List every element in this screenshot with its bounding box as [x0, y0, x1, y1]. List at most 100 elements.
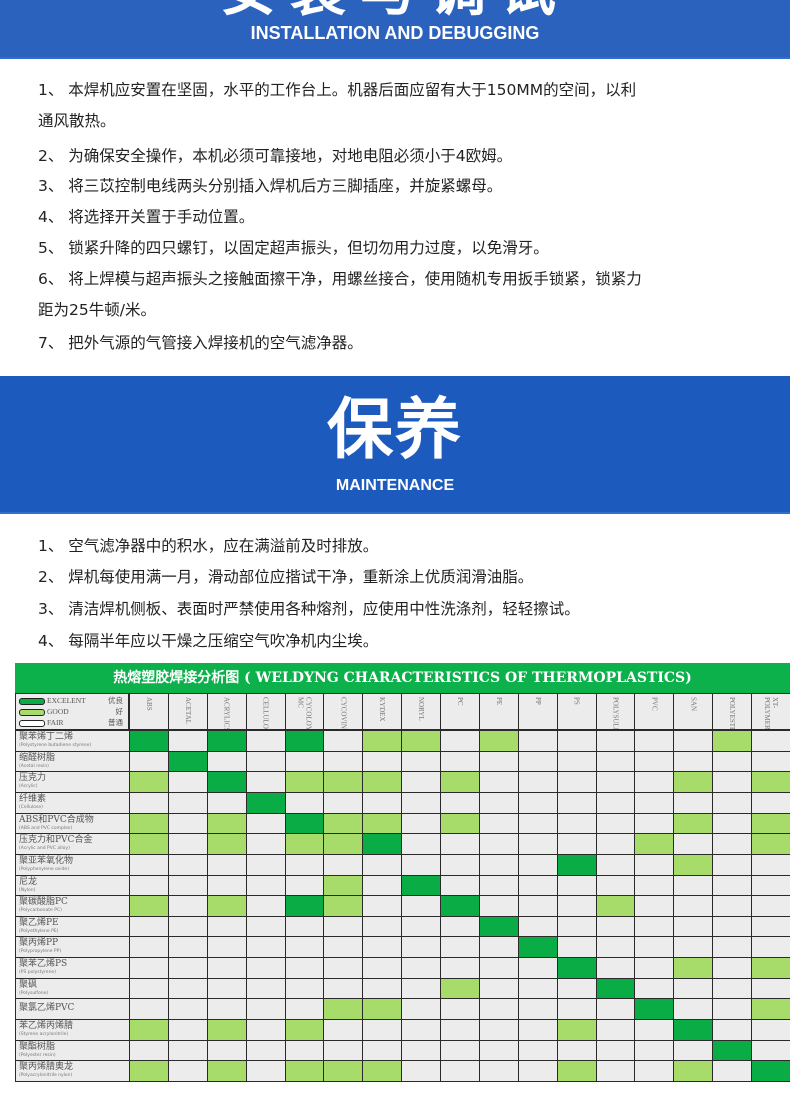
- maintenance-title-en: MAINTENANCE: [335, 477, 455, 494]
- rating-cell: [517, 791, 558, 814]
- rating-cell: [595, 730, 636, 752]
- rating-cell: [440, 1019, 480, 1041]
- list-item: 3、 将三苡控制电线两头分别插入焊机后方三脚插座，并旋紧螺母。: [38, 177, 503, 195]
- rating-cell: [245, 812, 286, 835]
- row-label-zh: 聚亚苯氧化物: [19, 855, 74, 866]
- rating-cell: [556, 812, 597, 835]
- rating-cell: [362, 771, 403, 793]
- row-header: 压克力和PVC合金 (Acrylic and PVC alloy): [15, 833, 130, 855]
- rating-cell: [167, 750, 208, 773]
- rating-cell: [556, 853, 597, 876]
- rating-cell: [478, 977, 519, 1000]
- rating-cell: [712, 977, 753, 1000]
- rating-cell: [673, 957, 714, 979]
- rating-cell: [167, 771, 208, 793]
- rating-cell: [206, 750, 247, 773]
- rating-cell: [206, 1039, 247, 1062]
- rating-cell: [401, 853, 442, 876]
- column-header: SAN: [673, 693, 714, 730]
- rating-cell: [401, 874, 442, 897]
- rating-cell: [129, 957, 169, 979]
- legend: EXCELENT 优良 GOOD 好 FAIR 普通: [15, 693, 129, 730]
- rating-cell: [751, 730, 790, 752]
- row-label-en: (Cellulose): [19, 804, 43, 810]
- rating-cell: [323, 1060, 364, 1082]
- rating-cell: [440, 957, 480, 979]
- rating-cell: [167, 1019, 208, 1041]
- rating-cell: [362, 998, 403, 1021]
- rating-cell: [595, 998, 636, 1021]
- rating-cell: [712, 874, 753, 897]
- rating-cell: [556, 771, 597, 793]
- rating-cell: [673, 750, 714, 773]
- row-label-en: (Acrylic): [19, 784, 38, 790]
- rating-cell: [284, 791, 325, 814]
- rating-cell: [401, 750, 442, 773]
- rating-cell: [362, 895, 403, 917]
- rating-cell: [323, 977, 364, 1000]
- row-label-zh: 聚丙烯PP: [19, 938, 59, 949]
- list-item: 5、 锁紧升降的四只螺钉，以固定超声振头，但切勿用力过度，以免滑牙。: [38, 239, 549, 257]
- rating-cell: [478, 833, 519, 855]
- legend-good: GOOD 好: [19, 707, 125, 717]
- rating-cell: [556, 1060, 597, 1082]
- rating-cell: [556, 957, 597, 979]
- row-header: 聚苯烯丁二烯 (Polystyrene butadiene styrene): [15, 730, 130, 752]
- rating-cell: [401, 812, 442, 835]
- rating-cell: [712, 998, 753, 1021]
- rating-cell: [751, 771, 790, 793]
- column-label: POLYSULFONE: [611, 697, 620, 730]
- list-item: 4、 将选择开关置于手动位置。: [38, 208, 255, 226]
- rating-cell: [751, 895, 790, 917]
- list-item: 1、 本焊机应安置在坚固，水平的工作台上。机器后面应留有大于150MM的空间，以…: [38, 81, 637, 99]
- rating-cell: [440, 791, 480, 814]
- row-label-zh: 纤维素: [19, 793, 47, 804]
- rating-cell: [323, 812, 364, 835]
- rating-cell: [323, 915, 364, 938]
- rating-cell: [284, 1060, 325, 1082]
- column-label: ACRYLICS: [222, 697, 231, 730]
- legend-label: GOOD: [47, 707, 69, 716]
- column-header: KYDEX: [362, 693, 403, 730]
- rating-cell: [245, 1060, 286, 1082]
- rating-cell: [478, 1060, 519, 1082]
- row-label-en: (Polyester resin): [19, 1052, 56, 1058]
- row-label-en: (Polyacrylonitrile nylon): [19, 1073, 73, 1079]
- row-label-zh: ABS和PVC合成物: [19, 814, 94, 825]
- row-label-zh: 聚碳酸脂PC: [19, 897, 68, 908]
- rating-cell: [556, 833, 597, 855]
- rating-cell: [673, 812, 714, 835]
- rating-cell: [751, 812, 790, 835]
- rating-cell: [362, 730, 403, 752]
- rating-cell: [634, 998, 675, 1021]
- rating-cell: [245, 771, 286, 793]
- rating-cell: [634, 936, 675, 959]
- rating-cell: [712, 853, 753, 876]
- rating-cell: [167, 1060, 208, 1082]
- rating-cell: [556, 874, 597, 897]
- rating-cell: [129, 730, 169, 752]
- rating-cell: [712, 1019, 753, 1041]
- rating-cell: [673, 1019, 714, 1041]
- rating-cell: [245, 853, 286, 876]
- rating-cell: [245, 957, 286, 979]
- rating-cell: [478, 874, 519, 897]
- rating-cell: [206, 915, 247, 938]
- rating-cell: [206, 936, 247, 959]
- rating-cell: [284, 998, 325, 1021]
- column-header: PE: [478, 693, 519, 730]
- rating-cell: [401, 791, 442, 814]
- rating-cell: [751, 833, 790, 855]
- rating-cell: [167, 957, 208, 979]
- list-item: 1、 空气滤净器中的积水，应在满溢前及时排放。: [38, 537, 379, 555]
- weld-characteristics-table: 热熔塑胶焊接分析图 ( WELDYNG CHARACTERISTICS OF T…: [15, 663, 790, 1082]
- rating-cell: [517, 895, 558, 917]
- column-header: ACETAL: [167, 693, 208, 730]
- rating-cell: [245, 915, 286, 938]
- row-label-en: (Polypropylene PP): [19, 949, 62, 955]
- column-label: XT-POLYMER: [763, 697, 780, 730]
- legend-label: EXCELENT: [47, 696, 86, 705]
- rating-cell: [673, 874, 714, 897]
- legend-excellent: EXCELENT 优良: [19, 696, 125, 706]
- rating-cell: [440, 812, 480, 835]
